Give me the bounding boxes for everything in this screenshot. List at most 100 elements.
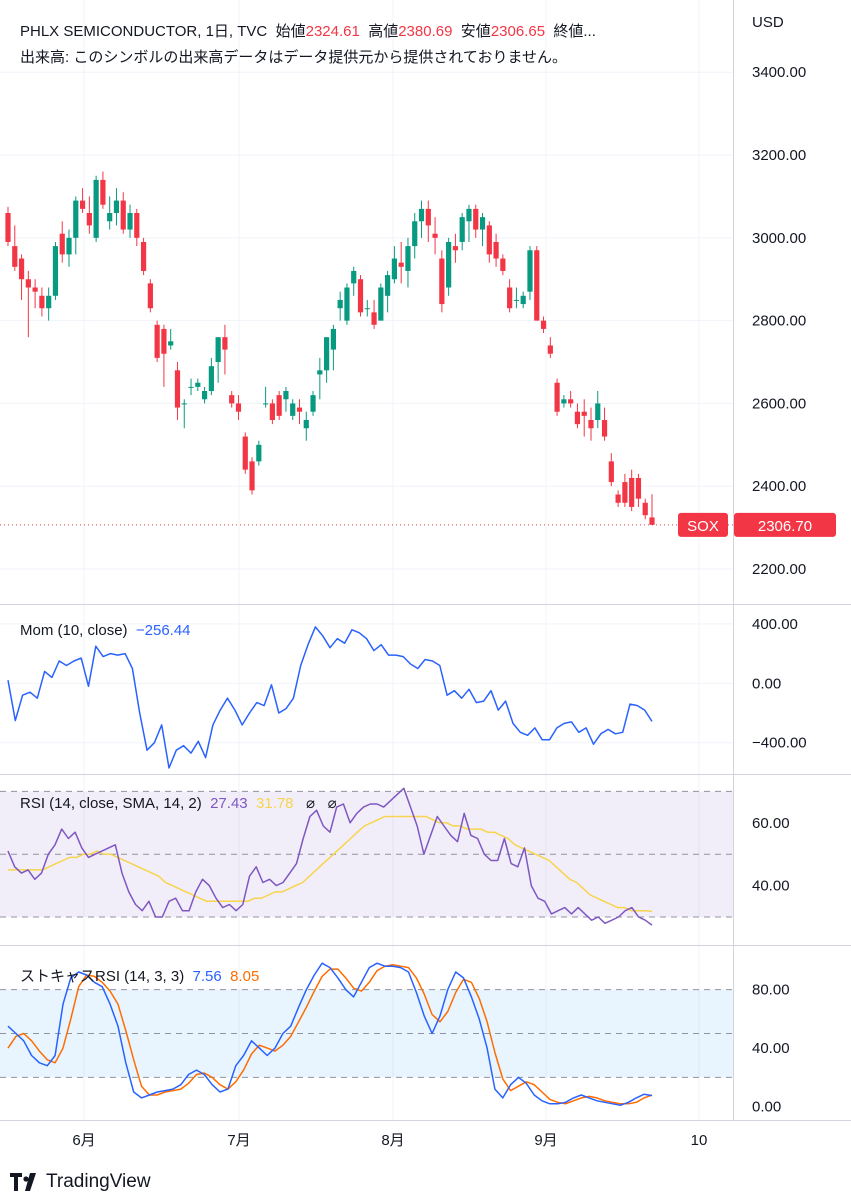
tradingview-logo-icon xyxy=(10,1173,36,1191)
candle-body xyxy=(181,403,187,405)
candle-body xyxy=(649,517,655,525)
stoch-d-line xyxy=(7,963,653,1105)
candle-body xyxy=(642,502,648,516)
candle-body xyxy=(364,308,370,310)
candle-body xyxy=(527,250,533,292)
candle-body xyxy=(195,382,201,387)
currency-label: USD xyxy=(752,14,784,31)
grid-lines xyxy=(0,0,733,1120)
candle-body xyxy=(283,391,289,400)
candle-body xyxy=(317,370,323,375)
candle-body xyxy=(513,299,520,301)
momentum-pane xyxy=(7,626,653,769)
candle-body xyxy=(215,337,221,363)
candle-body xyxy=(337,299,343,309)
tradingview-logo[interactable]: TradingView xyxy=(10,1171,151,1193)
stoch-legend[interactable]: ストキャスRSI (14, 3, 3) 7.56 8.05 xyxy=(20,965,259,986)
low-value: 2306.65 xyxy=(490,23,546,40)
x-tick-label: 8月 xyxy=(381,1132,404,1149)
candle-body xyxy=(249,461,255,491)
candle-body xyxy=(398,262,404,267)
stoch-rsi-pane xyxy=(0,962,733,1106)
candle-body xyxy=(208,366,214,392)
y-tick-label: 0.00 xyxy=(752,675,781,692)
candle-body xyxy=(174,370,181,408)
open-value: 2324.61 xyxy=(305,23,360,40)
mom-label: Mom (10, close) xyxy=(20,622,128,639)
price-badge[interactable]: SOX 2306.70 xyxy=(678,512,836,537)
candle-body xyxy=(269,403,275,420)
candle-body xyxy=(276,395,282,416)
candle-body xyxy=(459,217,465,242)
y-tick-label: 3400.00 xyxy=(752,64,806,81)
candle-body xyxy=(385,275,391,296)
stoch-d-value: 8.05 xyxy=(230,968,260,985)
ticker-badge-bg xyxy=(678,512,728,537)
candle-body xyxy=(486,225,492,255)
candle-body xyxy=(107,212,113,222)
candle-body xyxy=(473,208,479,230)
candle-body xyxy=(568,399,574,404)
candle-body xyxy=(263,403,269,405)
candle-body xyxy=(371,312,377,325)
rsi-value: 27.43 xyxy=(210,795,248,812)
y-tick-label: 2200.00 xyxy=(752,561,806,578)
candle-body xyxy=(446,241,452,288)
ticker-badge: SOX xyxy=(687,518,719,535)
candle-body xyxy=(608,461,614,483)
brand-name: TradingView xyxy=(46,1171,151,1192)
rsi-extra-2: ⌀ xyxy=(327,795,337,812)
axes: 6月 7月 8月 9月 10 2200.00 2400.00 2600.00 2800.00 30… xyxy=(0,0,851,1149)
candle-body xyxy=(615,494,621,503)
candle-body xyxy=(168,341,174,346)
candle-body xyxy=(229,395,235,404)
candle-body xyxy=(235,403,242,412)
candle-body xyxy=(79,200,86,209)
y-tick-label: 80.00 xyxy=(752,982,790,999)
candle-body xyxy=(534,250,540,321)
candle-body xyxy=(466,208,472,222)
candle-body xyxy=(32,287,38,292)
candle-body xyxy=(296,407,303,412)
candle-body xyxy=(100,179,106,205)
symbol-title: PHLX SEMICONDUCTOR, 1日, TVC xyxy=(20,23,268,40)
candle-body xyxy=(73,200,79,238)
candle-body xyxy=(201,391,208,400)
candle-body xyxy=(405,246,411,271)
y-tick-label: 40.00 xyxy=(752,1040,790,1057)
candle-body xyxy=(120,200,126,230)
candle-body xyxy=(330,328,336,350)
rsi-ma-value: 31.78 xyxy=(255,795,294,812)
y-tick-label: 2800.00 xyxy=(752,313,806,330)
x-tick-label: 6月 xyxy=(72,1132,95,1149)
candle-body xyxy=(324,337,330,371)
candle-body xyxy=(140,241,147,271)
candle-body xyxy=(147,283,153,309)
candle-body xyxy=(66,237,72,255)
mom-value: −256.44 xyxy=(135,622,191,639)
symbol-header[interactable]: PHLX SEMICONDUCTOR, 1日, TVC 始値2324.61 高値… xyxy=(20,20,596,41)
candle-body xyxy=(344,287,350,321)
candle-body xyxy=(351,270,357,284)
open-label: 始値 xyxy=(275,23,306,40)
candle-body xyxy=(412,221,418,247)
candle-body xyxy=(601,419,608,437)
y-tick-label: 3200.00 xyxy=(752,147,806,164)
candle-body xyxy=(242,436,248,470)
mom-legend[interactable]: Mom (10, close) −256.44 xyxy=(20,622,191,639)
candle-body xyxy=(507,287,513,309)
momentum-line xyxy=(7,626,653,769)
candle-body xyxy=(588,419,594,429)
candle-body xyxy=(439,258,445,305)
x-tick-label: 7月 xyxy=(227,1132,250,1149)
candle-body xyxy=(5,212,11,242)
high-label: 高値 xyxy=(368,23,399,40)
rsi-label: RSI (14, close, SMA, 14, 2) xyxy=(20,795,202,812)
high-value: 2380.69 xyxy=(398,23,453,40)
candle-body xyxy=(161,328,167,354)
candle-body xyxy=(418,208,425,222)
candle-body xyxy=(12,246,18,267)
rsi-legend[interactable]: RSI (14, close, SMA, 14, 2) 27.43 31.78 … xyxy=(20,794,337,812)
candle-body xyxy=(574,411,581,425)
